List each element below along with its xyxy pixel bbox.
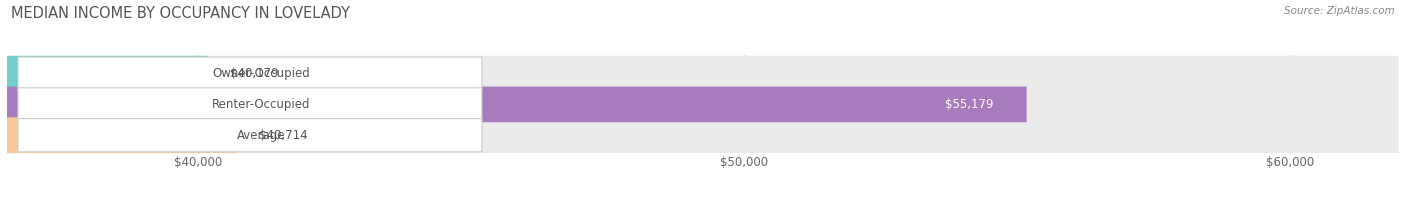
- FancyBboxPatch shape: [7, 117, 1399, 153]
- Text: $40,179: $40,179: [229, 67, 278, 80]
- Text: $40,714: $40,714: [259, 129, 308, 142]
- FancyBboxPatch shape: [18, 57, 482, 90]
- FancyBboxPatch shape: [7, 117, 238, 153]
- Text: Average: Average: [236, 129, 285, 142]
- FancyBboxPatch shape: [18, 88, 482, 121]
- Text: Owner-Occupied: Owner-Occupied: [212, 67, 309, 80]
- Text: $55,179: $55,179: [945, 98, 994, 111]
- FancyBboxPatch shape: [7, 86, 1026, 122]
- FancyBboxPatch shape: [7, 56, 208, 91]
- FancyBboxPatch shape: [18, 119, 482, 152]
- FancyBboxPatch shape: [7, 56, 1399, 91]
- Text: MEDIAN INCOME BY OCCUPANCY IN LOVELADY: MEDIAN INCOME BY OCCUPANCY IN LOVELADY: [11, 6, 350, 21]
- Text: Renter-Occupied: Renter-Occupied: [212, 98, 311, 111]
- Text: Source: ZipAtlas.com: Source: ZipAtlas.com: [1284, 6, 1395, 16]
- FancyBboxPatch shape: [7, 86, 1399, 122]
